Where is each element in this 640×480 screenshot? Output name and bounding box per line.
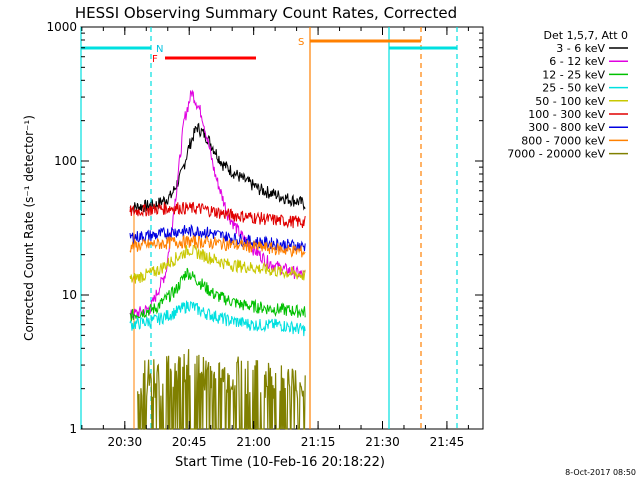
y-axis-label: Corrected Count Rate (s⁻¹ detector⁻¹) [22, 115, 36, 341]
series-group [129, 89, 306, 430]
series-line-0 [129, 122, 306, 213]
y-tick-label: 1 [69, 422, 77, 436]
series-line-4 [129, 244, 306, 284]
series-line-6 [129, 223, 306, 253]
legend-label: 3 - 6 keV [556, 42, 605, 55]
background-lines: NF S [80, 27, 458, 429]
x-tick-label: 21:30 [365, 435, 400, 449]
legend-label: 300 - 800 keV [528, 121, 605, 134]
annotation-f: F [152, 54, 158, 65]
y-tick-label: 1000 [46, 20, 77, 34]
series-line-8 [137, 349, 306, 430]
x-tick-label: 21:45 [430, 435, 465, 449]
legend-label: 6 - 12 keV [549, 55, 605, 68]
footer-timestamp: 8-Oct-2017 08:50 [565, 468, 636, 477]
series-line-5 [129, 201, 306, 229]
y-tick-label: 100 [54, 154, 77, 168]
legend-label: 7000 - 20000 keV [507, 148, 605, 161]
x-tick-label: 21:15 [301, 435, 336, 449]
legend-label: 50 - 100 keV [535, 95, 605, 108]
legend-header: Det 1,5,7, Att 0 [544, 29, 628, 42]
chart-title: HESSI Observing Summary Count Rates, Cor… [75, 4, 457, 22]
legend-label: 12 - 25 keV [542, 68, 605, 81]
x-tick-label: 21:00 [236, 435, 271, 449]
series-line-7 [129, 234, 306, 258]
legend-label: 800 - 7000 keV [521, 134, 605, 147]
annotation-s: S [298, 37, 304, 48]
x-tick-label: 20:45 [172, 435, 207, 449]
legend-label: 100 - 300 keV [528, 108, 605, 121]
series-line-1 [129, 89, 306, 320]
series-line-2 [129, 267, 306, 322]
x-axis-label: Start Time (10-Feb-16 20:18:22) [175, 455, 385, 470]
y-tick-label: 10 [62, 288, 77, 302]
series-line-3 [129, 300, 306, 337]
x-tick-label: 20:30 [108, 435, 143, 449]
legend-label: 25 - 50 keV [542, 82, 605, 95]
axis-ticks: 20:30 20:45 21:00 21:15 21:30 21:45 1 10 100 1000 [46, 20, 483, 449]
annotation-n: N [156, 44, 163, 55]
